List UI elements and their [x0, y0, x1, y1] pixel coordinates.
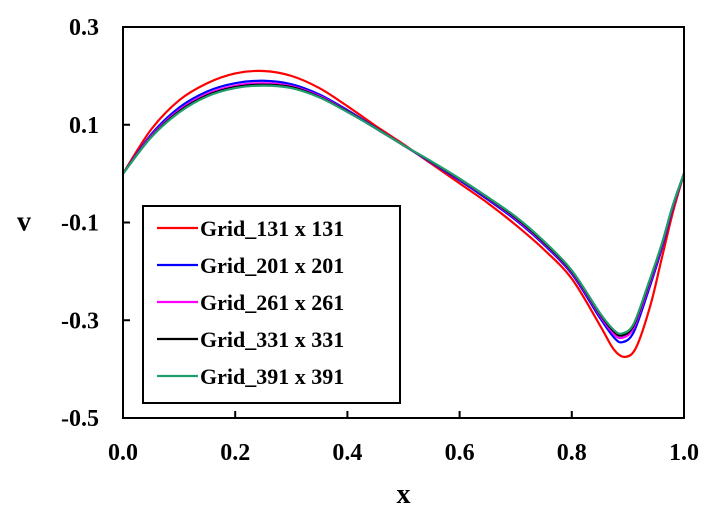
- x-tick-label: 0.0: [108, 440, 138, 466]
- x-axis-title: x: [397, 479, 411, 507]
- series-layer: [122, 69, 686, 359]
- x-tick-label: 0.4: [332, 440, 362, 466]
- legend-label: Grid_331 x 331: [200, 327, 344, 352]
- y-tick-label: -0.1: [61, 211, 99, 237]
- ticks-layer: 0.0 0.2 0.4 0.6 0.8 1.0 0.3 0.1 -0.1 -0.3 -0.5: [61, 15, 699, 466]
- y-tick-label: 0.1: [69, 113, 99, 139]
- y-tick-label: 0.3: [69, 15, 99, 41]
- x-tick-label: 0.2: [220, 440, 250, 466]
- legend-label: Grid_261 x 261: [200, 290, 344, 315]
- legend-box: [142, 205, 401, 404]
- y-tick-label: -0.3: [61, 308, 99, 334]
- y-tick-label: -0.5: [61, 406, 99, 432]
- legend-label: Grid_131 x 131: [200, 216, 344, 241]
- series-line-1: [122, 69, 686, 359]
- legend-label: Grid_391 x 391: [200, 364, 344, 389]
- x-tick-label: 0.6: [445, 440, 475, 466]
- series-line-5: [122, 84, 686, 335]
- legend-label: Grid_201 x 201: [200, 253, 344, 278]
- x-tick-label: 1.0: [669, 440, 699, 466]
- x-tick-label: 0.8: [557, 440, 587, 466]
- legend: Grid_131 x 131 Grid_201 x 201 Grid_261 x 2…: [142, 205, 401, 404]
- y-axis-title: v: [17, 207, 31, 238]
